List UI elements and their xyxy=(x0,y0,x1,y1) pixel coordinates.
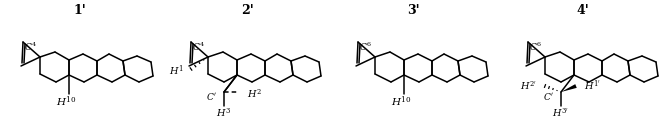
Text: $H^2$: $H^2$ xyxy=(247,88,262,100)
Text: $\mathit{C}^4$: $\mathit{C}^4$ xyxy=(192,41,205,53)
Text: $\mathit{C}^6$: $\mathit{C}^6$ xyxy=(530,41,542,53)
Text: $H^{10}$: $H^{10}$ xyxy=(391,95,412,109)
Text: 2': 2' xyxy=(241,4,254,17)
Text: $H^3$: $H^3$ xyxy=(216,107,231,119)
Text: $\mathit{C}^4$: $\mathit{C}^4$ xyxy=(24,41,38,53)
Text: $\mathit{C}'$: $\mathit{C}'$ xyxy=(205,92,217,103)
Text: $\mathit{C}'$: $\mathit{C}'$ xyxy=(543,92,554,103)
Text: $H^{10}$: $H^{10}$ xyxy=(55,95,76,109)
Text: $\mathit{C}^6$: $\mathit{C}^6$ xyxy=(360,41,373,53)
Text: $H^{2'}$: $H^{2'}$ xyxy=(520,79,537,93)
Text: 1': 1' xyxy=(73,4,86,17)
Text: 4': 4' xyxy=(577,4,590,17)
Text: $H^{3'}$: $H^{3'}$ xyxy=(552,106,570,120)
Text: 3': 3' xyxy=(407,4,420,17)
Text: $H^1$: $H^1$ xyxy=(169,64,184,78)
Polygon shape xyxy=(561,84,577,92)
Text: $H^{1'}$: $H^{1'}$ xyxy=(584,79,601,93)
